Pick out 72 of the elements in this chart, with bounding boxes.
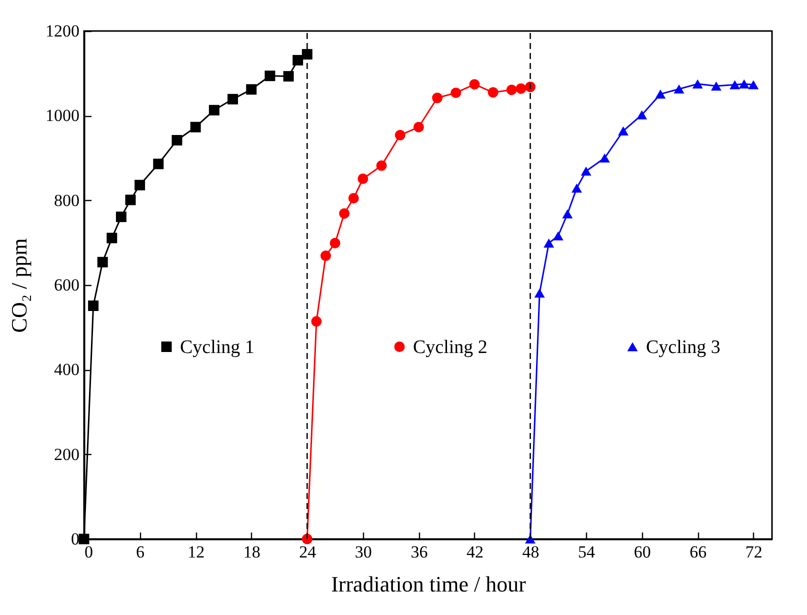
x-tick-label: 66 <box>690 542 707 562</box>
point <box>488 87 498 98</box>
x-axis-title: Irradiation time / hour <box>331 572 527 596</box>
point <box>655 90 666 99</box>
y-tick-label: 1000 <box>46 106 80 126</box>
point <box>228 94 238 104</box>
point <box>730 80 740 90</box>
point <box>125 194 136 206</box>
x-tick-label: 60 <box>634 542 651 562</box>
point <box>320 250 331 262</box>
point <box>292 54 304 66</box>
x-tick-label: 42 <box>466 542 484 562</box>
point <box>330 238 340 248</box>
x-tick-label: 30 <box>354 542 372 562</box>
y-tick-label: 600 <box>54 276 80 294</box>
x-tick-label: 24 <box>299 542 317 562</box>
point <box>190 122 201 132</box>
point <box>450 88 462 98</box>
point <box>172 134 182 146</box>
point <box>552 231 564 240</box>
legend-label: Cycling 2 <box>413 336 488 358</box>
point <box>432 92 443 104</box>
point <box>394 130 406 140</box>
x-tick-label: 6 <box>136 542 145 562</box>
point <box>302 49 312 60</box>
x-tick-label: 0 <box>84 542 93 562</box>
x-tick-label: 72 <box>745 542 762 562</box>
legend-label: Cycling 3 <box>646 336 720 358</box>
point <box>738 79 750 88</box>
point <box>618 126 628 136</box>
legend-label: Cycling 1 <box>180 336 254 358</box>
point <box>339 208 350 219</box>
x-tick-label: 36 <box>410 542 428 562</box>
point <box>116 212 126 222</box>
point <box>562 209 573 218</box>
point <box>710 81 722 91</box>
point <box>544 238 554 248</box>
point <box>469 79 480 90</box>
point <box>674 84 684 94</box>
point <box>358 174 368 184</box>
x-tick-label: 12 <box>188 542 205 562</box>
point <box>599 153 610 163</box>
point <box>748 80 759 90</box>
point <box>153 158 164 170</box>
y-tick-label: 800 <box>54 190 80 210</box>
y-tick-label: 200 <box>54 444 80 464</box>
point <box>311 316 322 327</box>
point <box>264 70 276 82</box>
y-axis-title: CO₂ / ppm <box>6 238 32 333</box>
x-tick-label: 48 <box>522 542 540 562</box>
point <box>134 180 146 190</box>
point <box>636 110 648 120</box>
point <box>580 166 592 176</box>
y-tick-label: 0 <box>71 530 80 548</box>
x-tick-label: 18 <box>243 542 260 562</box>
y-tick-label: 400 <box>54 360 80 380</box>
point <box>506 84 517 96</box>
point <box>692 79 703 88</box>
point <box>97 256 108 268</box>
y-tick-label: 1200 <box>46 22 80 40</box>
point <box>88 300 99 311</box>
point <box>413 122 424 132</box>
point <box>246 84 257 95</box>
point <box>516 83 526 94</box>
point <box>572 184 582 193</box>
point <box>208 104 220 116</box>
point <box>106 232 118 244</box>
point <box>376 160 387 171</box>
point <box>348 192 359 204</box>
point <box>283 71 294 82</box>
x-tick-label: 54 <box>578 542 596 562</box>
point <box>534 288 545 298</box>
